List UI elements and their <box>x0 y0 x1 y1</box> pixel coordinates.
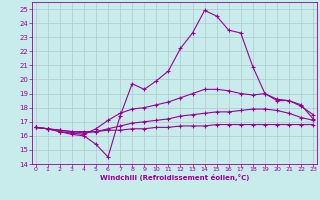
X-axis label: Windchill (Refroidissement éolien,°C): Windchill (Refroidissement éolien,°C) <box>100 174 249 181</box>
